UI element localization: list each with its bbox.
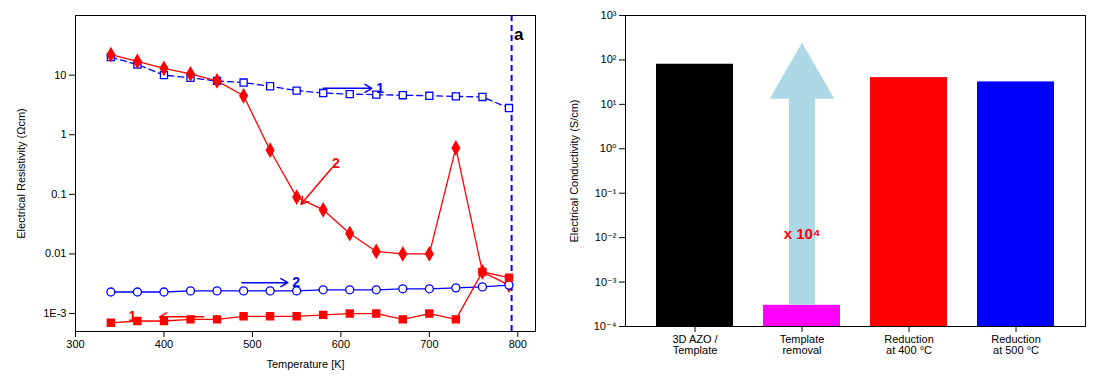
svg-text:3D AZO /Template: 3D AZO /Template — [672, 333, 718, 356]
svg-text:Reductionat 500 °C: Reductionat 500 °C — [991, 333, 1041, 356]
svg-text:800: 800 — [509, 338, 527, 350]
svg-text:x 10⁴: x 10⁴ — [784, 225, 821, 242]
svg-text:Electrical Resistivity (Ωcm): Electrical Resistivity (Ωcm) — [15, 108, 27, 238]
svg-text:Electrical Conductivity (S/cm): Electrical Conductivity (S/cm) — [568, 99, 580, 242]
svg-text:1: 1 — [129, 308, 137, 324]
svg-text:10⁻³: 10⁻³ — [595, 276, 617, 288]
svg-text:1: 1 — [376, 80, 384, 96]
svg-text:500: 500 — [243, 338, 261, 350]
svg-text:Reductionat 400 °C: Reductionat 400 °C — [884, 333, 934, 356]
svg-text:a: a — [514, 25, 524, 44]
svg-text:2: 2 — [332, 155, 340, 171]
svg-text:Temperature [K]: Temperature [K] — [266, 358, 344, 370]
svg-text:10⁻⁴: 10⁻⁴ — [594, 320, 617, 332]
svg-text:300: 300 — [66, 338, 84, 350]
svg-text:10⁰: 10⁰ — [600, 142, 617, 154]
svg-text:10³: 10³ — [601, 9, 617, 21]
svg-text:600: 600 — [332, 338, 350, 350]
svg-text:10¹: 10¹ — [601, 98, 617, 110]
svg-text:700: 700 — [420, 338, 438, 350]
svg-text:1: 1 — [60, 128, 66, 140]
svg-text:Templateremoval: Templateremoval — [780, 333, 825, 356]
svg-text:10⁻²: 10⁻² — [595, 231, 617, 243]
svg-text:2: 2 — [292, 274, 300, 290]
svg-text:10⁻¹: 10⁻¹ — [595, 187, 617, 199]
svg-text:400: 400 — [155, 338, 173, 350]
svg-text:10: 10 — [54, 69, 66, 81]
svg-text:1E-3: 1E-3 — [43, 307, 66, 319]
svg-text:0.1: 0.1 — [51, 188, 66, 200]
svg-text:0.01: 0.01 — [45, 247, 66, 259]
svg-text:10²: 10² — [601, 53, 617, 65]
